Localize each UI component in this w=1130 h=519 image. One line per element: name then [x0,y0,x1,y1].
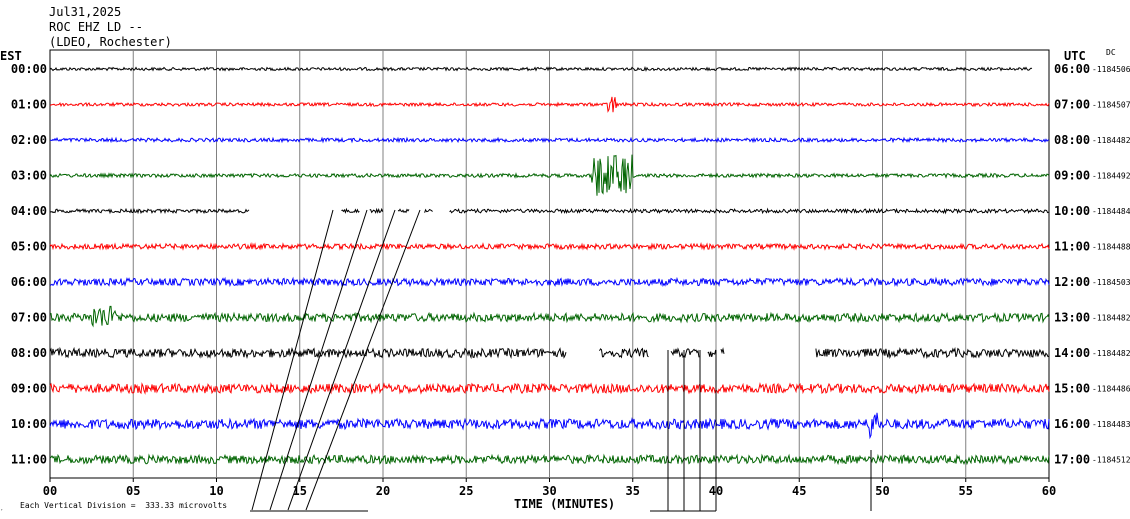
utc-row-label: 13:00 [1054,311,1090,325]
trace-10:00 [49,412,1050,440]
x-tick-label: 60 [1042,484,1056,498]
est-row-label: 01:00 [11,98,47,112]
dc-offset-label: -1184503 [1092,278,1130,287]
x-tick-label: 30 [542,484,556,498]
dc-offset-label: -1184486 [1092,385,1130,394]
utc-row-label: 15:00 [1054,382,1090,396]
est-row-label: 10:00 [11,417,47,431]
trace-08:00 [599,347,649,359]
est-row-label: 09:00 [11,382,47,396]
trace-06:00 [49,276,1050,288]
est-row-label: 11:00 [11,453,47,467]
trace-08:00 [49,346,567,360]
trace-08:00 [815,346,1049,360]
x-tick-label: 05 [126,484,140,498]
dc-header-label: DC [1106,48,1116,57]
est-row-label: 02:00 [11,133,47,147]
utc-row-label: 06:00 [1054,62,1090,76]
trace-01:00 [49,96,1050,113]
dc-offset-label: -1184482 [1092,314,1130,323]
dc-offset-label: -1184506 [1092,65,1130,74]
network-label: (LDEO, Rochester) [49,35,172,49]
trace-08:00 [720,347,725,354]
utc-row-label: 08:00 [1054,133,1090,147]
x-tick-label: 25 [459,484,473,498]
dc-offset-label: -1184483 [1092,420,1130,429]
dc-offset-label: -1184484 [1092,207,1130,216]
trace-04:00 [424,208,433,213]
utc-row-label: 10:00 [1054,204,1090,218]
utc-row-label: 11:00 [1054,240,1090,254]
dc-offset-label: -1184512 [1092,456,1130,465]
est-row-label: 05:00 [11,240,47,254]
dc-offset-label: -1184482 [1092,349,1130,358]
utc-row-label: 12:00 [1054,275,1090,289]
est-row-label: 08:00 [11,346,47,360]
timing-mark-line [251,209,334,511]
trace-08:00 [707,349,717,358]
trace-04:00 [369,207,384,214]
est-zone-label: EST [0,49,22,63]
utc-row-label: 17:00 [1054,453,1090,467]
timing-mark-line [305,209,421,511]
est-row-label: 03:00 [11,169,47,183]
trace-03:00 [49,154,1050,196]
dc-offset-label: -1184482 [1092,136,1130,145]
timing-mark-line [287,209,396,511]
trace-05:00 [49,242,1050,251]
trace-04:00 [341,207,360,214]
trace-04:00 [449,207,1049,215]
est-row-label: 04:00 [11,204,47,218]
misc-lines [250,209,872,512]
utc-row-label: 14:00 [1054,346,1090,360]
timing-mark-line [269,209,368,511]
utc-row-label: 16:00 [1054,417,1090,431]
trace-08:00 [670,347,700,359]
utc-row-label: 07:00 [1054,98,1090,112]
dc-offset-label: -1184492 [1092,172,1130,181]
x-tick-label: 35 [626,484,640,498]
traces [49,65,1050,466]
trace-11:00 [49,453,1050,466]
trace-07:00 [49,305,1050,328]
station-label: ROC EHZ LD -- [49,20,143,34]
dc-offset-label: -1184507 [1092,101,1130,110]
x-tick-label: 20 [376,484,390,498]
utc-zone-label: UTC [1064,49,1086,63]
trace-04:00 [49,207,250,215]
est-row-label: 06:00 [11,275,47,289]
x-axis: 00 05 10 15 20 25 30 35 40 45 50 55 60 [43,478,1056,498]
x-axis-title: TIME (MINUTES) [514,497,616,511]
date-label: Jul31,2025 [49,5,122,19]
x-tick-label: 50 [875,484,889,498]
grid-lines [49,49,1050,479]
x-tick-label: 55 [959,484,973,498]
est-row-label: 00:00 [11,62,47,76]
x-tick-label: 00 [43,484,57,498]
trace-00:00 [49,65,1033,72]
x-tick-label: 10 [209,484,223,498]
scale-note: Each Vertical Division = 333.33 microvol… [20,501,228,510]
trace-04:00 [397,208,410,214]
trace-09:00 [49,382,1050,395]
est-row-label: 07:00 [11,311,47,325]
trace-02:00 [50,136,1050,144]
dc-offset-label: -1184488 [1092,243,1130,252]
x-tick-label: 45 [792,484,806,498]
utc-row-label: 09:00 [1054,169,1090,183]
